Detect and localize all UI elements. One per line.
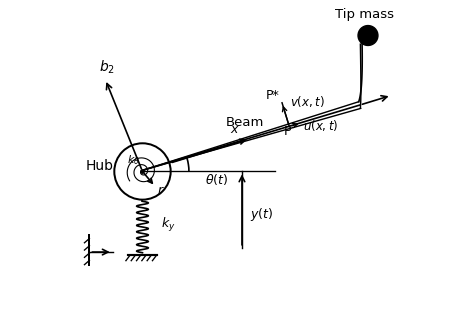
Text: $k_\theta$: $k_\theta$ xyxy=(127,153,140,166)
Text: $\theta(t)$: $\theta(t)$ xyxy=(206,172,229,187)
Text: Beam: Beam xyxy=(225,116,264,130)
Circle shape xyxy=(358,26,378,46)
Text: $y(t)$: $y(t)$ xyxy=(250,206,273,223)
Text: $u(x,t)$: $u(x,t)$ xyxy=(303,118,338,133)
Text: $r$: $r$ xyxy=(157,184,164,197)
Text: Tip mass: Tip mass xyxy=(335,8,394,21)
Text: P*: P* xyxy=(266,89,280,102)
Text: $k_y$: $k_y$ xyxy=(161,216,175,234)
Text: Hub: Hub xyxy=(86,159,114,173)
Text: $x$: $x$ xyxy=(230,123,239,136)
Text: $v(x,t)$: $v(x,t)$ xyxy=(291,94,325,109)
Text: $b_2$: $b_2$ xyxy=(99,59,115,76)
Text: P: P xyxy=(284,125,292,138)
